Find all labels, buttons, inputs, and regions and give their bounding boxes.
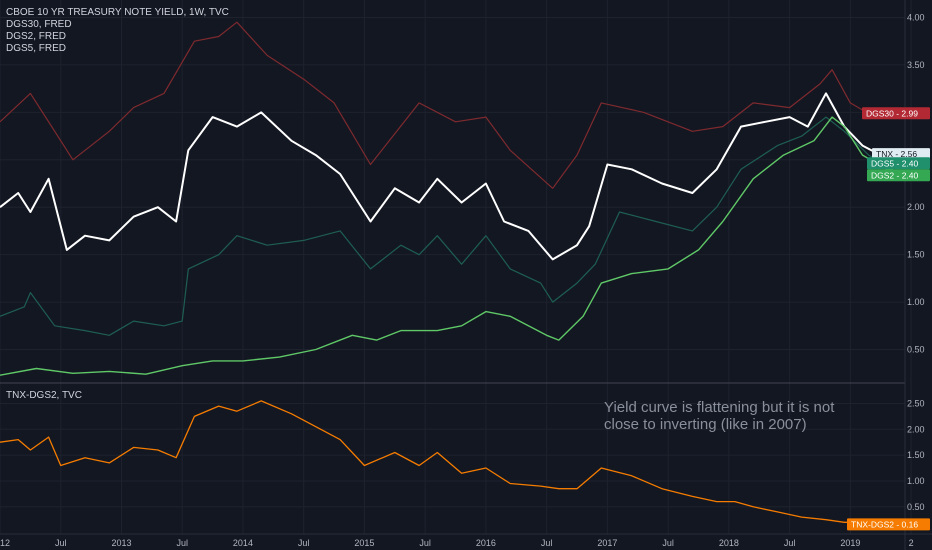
lower-pane-series <box>0 400 893 525</box>
x-tick-label: 2017 <box>597 538 617 548</box>
badge-text: TNX-DGS2 - 0.16 <box>851 519 918 529</box>
legend-tnx[interactable]: CBOE 10 YR TREASURY NOTE YIELD, 1W, TVC <box>6 7 229 18</box>
y-tick-label: 1.00 <box>907 476 925 486</box>
x-tick-label: Jul <box>419 538 431 548</box>
series-tnx-line[interactable] <box>0 92 893 261</box>
badge-tnx: TNX - 2.56 <box>872 148 930 161</box>
badge-box <box>847 518 930 531</box>
legend-dgs2[interactable]: DGS2, FRED <box>6 31 66 42</box>
badge-text: TNX - 2.56 <box>876 149 917 159</box>
badge-box <box>867 169 930 182</box>
badge-box <box>872 148 930 161</box>
x-tick-label: 2015 <box>354 538 374 548</box>
badge-tnx-dgs2: TNX-DGS2 - 0.16 <box>847 518 930 531</box>
x-tick-label: 2014 <box>233 538 253 548</box>
x-tick-label: Jul <box>784 538 796 548</box>
y-tick-label: 1.50 <box>907 450 925 460</box>
series-tnx-dgs2-line[interactable] <box>0 400 893 525</box>
x-tick-label: Jul <box>55 538 67 548</box>
x-tick-label: Jul <box>298 538 310 548</box>
x-tick-label: 2018 <box>719 538 739 548</box>
x-tick-label: 2019 <box>840 538 860 548</box>
y-tick-label: 0.50 <box>907 502 925 512</box>
x-tick-label: 2 <box>909 538 914 548</box>
x-tick-label: 2012 <box>0 538 10 548</box>
lower-price-scale[interactable]: 0.50 1.00 1.50 2.00 2.50 <box>907 398 925 511</box>
x-tick-label: Jul <box>176 538 188 548</box>
time-scale[interactable]: 2012 Jul 2013 Jul 2014 Jul 2015 Jul 2016 Jul 2017 J… <box>0 538 914 548</box>
annotation-line-2: close to inverting (like in 2007) <box>604 416 807 433</box>
series-dgs2-line[interactable] <box>0 116 893 376</box>
badge-dgs30: DGS30 - 2.99 <box>862 107 930 120</box>
badge-box <box>867 157 930 170</box>
x-tick-label: 2016 <box>476 538 496 548</box>
y-tick-label: 3.50 <box>907 60 925 70</box>
badge-text: DGS2 - 2.40 <box>871 170 919 180</box>
series-dgs5-line[interactable] <box>0 116 894 336</box>
x-tick-label: Jul <box>662 538 674 548</box>
upper-pane-series <box>0 21 894 376</box>
y-tick-label: 4.00 <box>907 12 925 22</box>
x-tick-label: Jul <box>541 538 553 548</box>
annotation-line-1: Yield curve is flattening but it is not <box>604 399 835 416</box>
y-tick-label: 2.00 <box>907 202 925 212</box>
y-tick-label: 2.00 <box>907 424 925 434</box>
badge-box <box>862 107 930 120</box>
badge-text: DGS30 - 2.99 <box>866 108 918 118</box>
legend-dgs5[interactable]: DGS5, FRED <box>6 43 66 54</box>
badge-text: DGS5 - 2.40 <box>871 158 919 168</box>
x-tick-label: 2013 <box>111 538 131 548</box>
y-tick-label: 0.50 <box>907 345 925 355</box>
series-dgs30-line[interactable] <box>0 21 894 189</box>
legend-tnx-dgs2[interactable]: TNX-DGS2, TVC <box>6 390 82 401</box>
badge-dgs2: DGS2 - 2.40 <box>867 169 930 182</box>
legend-dgs30[interactable]: DGS30, FRED <box>6 19 72 30</box>
y-tick-label: 2.50 <box>907 398 925 408</box>
grid <box>0 0 912 534</box>
y-tick-label: 1.00 <box>907 297 925 307</box>
badge-dgs5: DGS5 - 2.40 <box>867 157 930 170</box>
y-tick-label: 1.50 <box>907 250 925 260</box>
